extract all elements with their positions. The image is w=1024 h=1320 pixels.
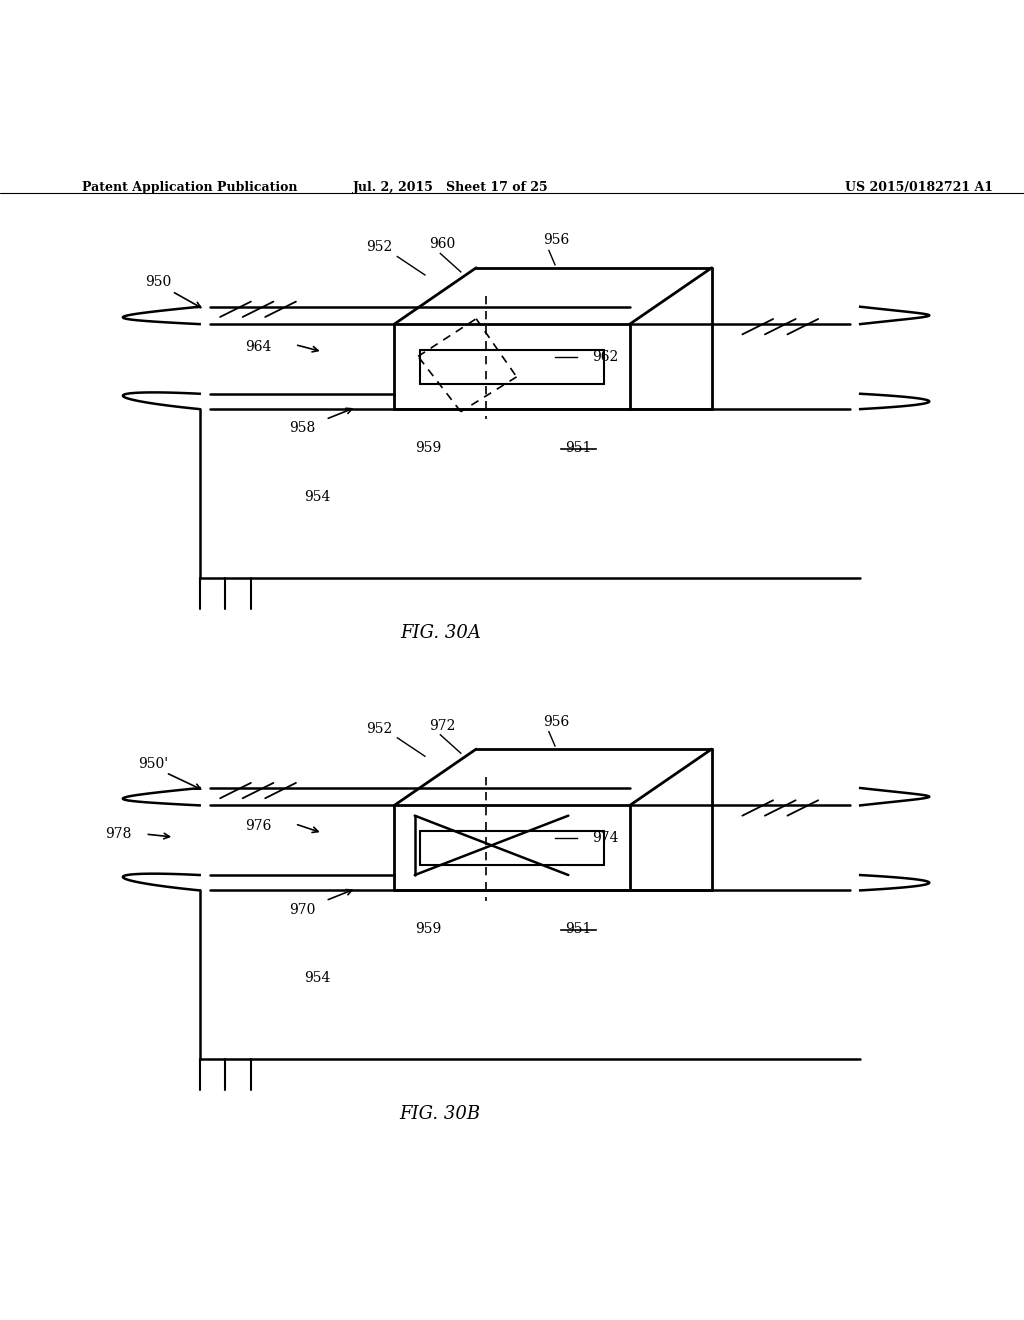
Text: 962: 962 <box>592 350 618 364</box>
Text: Patent Application Publication: Patent Application Publication <box>82 181 297 194</box>
Text: 959: 959 <box>415 441 441 455</box>
Text: 951: 951 <box>565 923 592 936</box>
Text: 970: 970 <box>289 903 315 916</box>
Text: 960: 960 <box>429 238 456 251</box>
Text: 956: 956 <box>543 234 569 247</box>
Text: 959: 959 <box>415 923 441 936</box>
Text: 976: 976 <box>245 818 271 833</box>
Text: 956: 956 <box>543 714 569 729</box>
Text: 958: 958 <box>289 421 315 436</box>
Text: 951: 951 <box>565 441 592 455</box>
Text: Jul. 2, 2015   Sheet 17 of 25: Jul. 2, 2015 Sheet 17 of 25 <box>352 181 549 194</box>
Text: 954: 954 <box>304 490 331 504</box>
Text: US 2015/0182721 A1: US 2015/0182721 A1 <box>845 181 993 194</box>
Text: 964: 964 <box>245 339 271 354</box>
Text: 954: 954 <box>304 972 331 985</box>
Text: 974: 974 <box>592 832 618 845</box>
Text: FIG. 30B: FIG. 30B <box>399 1105 481 1123</box>
Text: FIG. 30A: FIG. 30A <box>400 624 480 642</box>
Text: 952: 952 <box>366 722 392 735</box>
Text: 950: 950 <box>145 276 172 289</box>
Text: 952: 952 <box>366 240 392 255</box>
Text: 978: 978 <box>104 828 131 841</box>
Text: 972: 972 <box>429 718 456 733</box>
Text: 950': 950' <box>138 756 169 771</box>
